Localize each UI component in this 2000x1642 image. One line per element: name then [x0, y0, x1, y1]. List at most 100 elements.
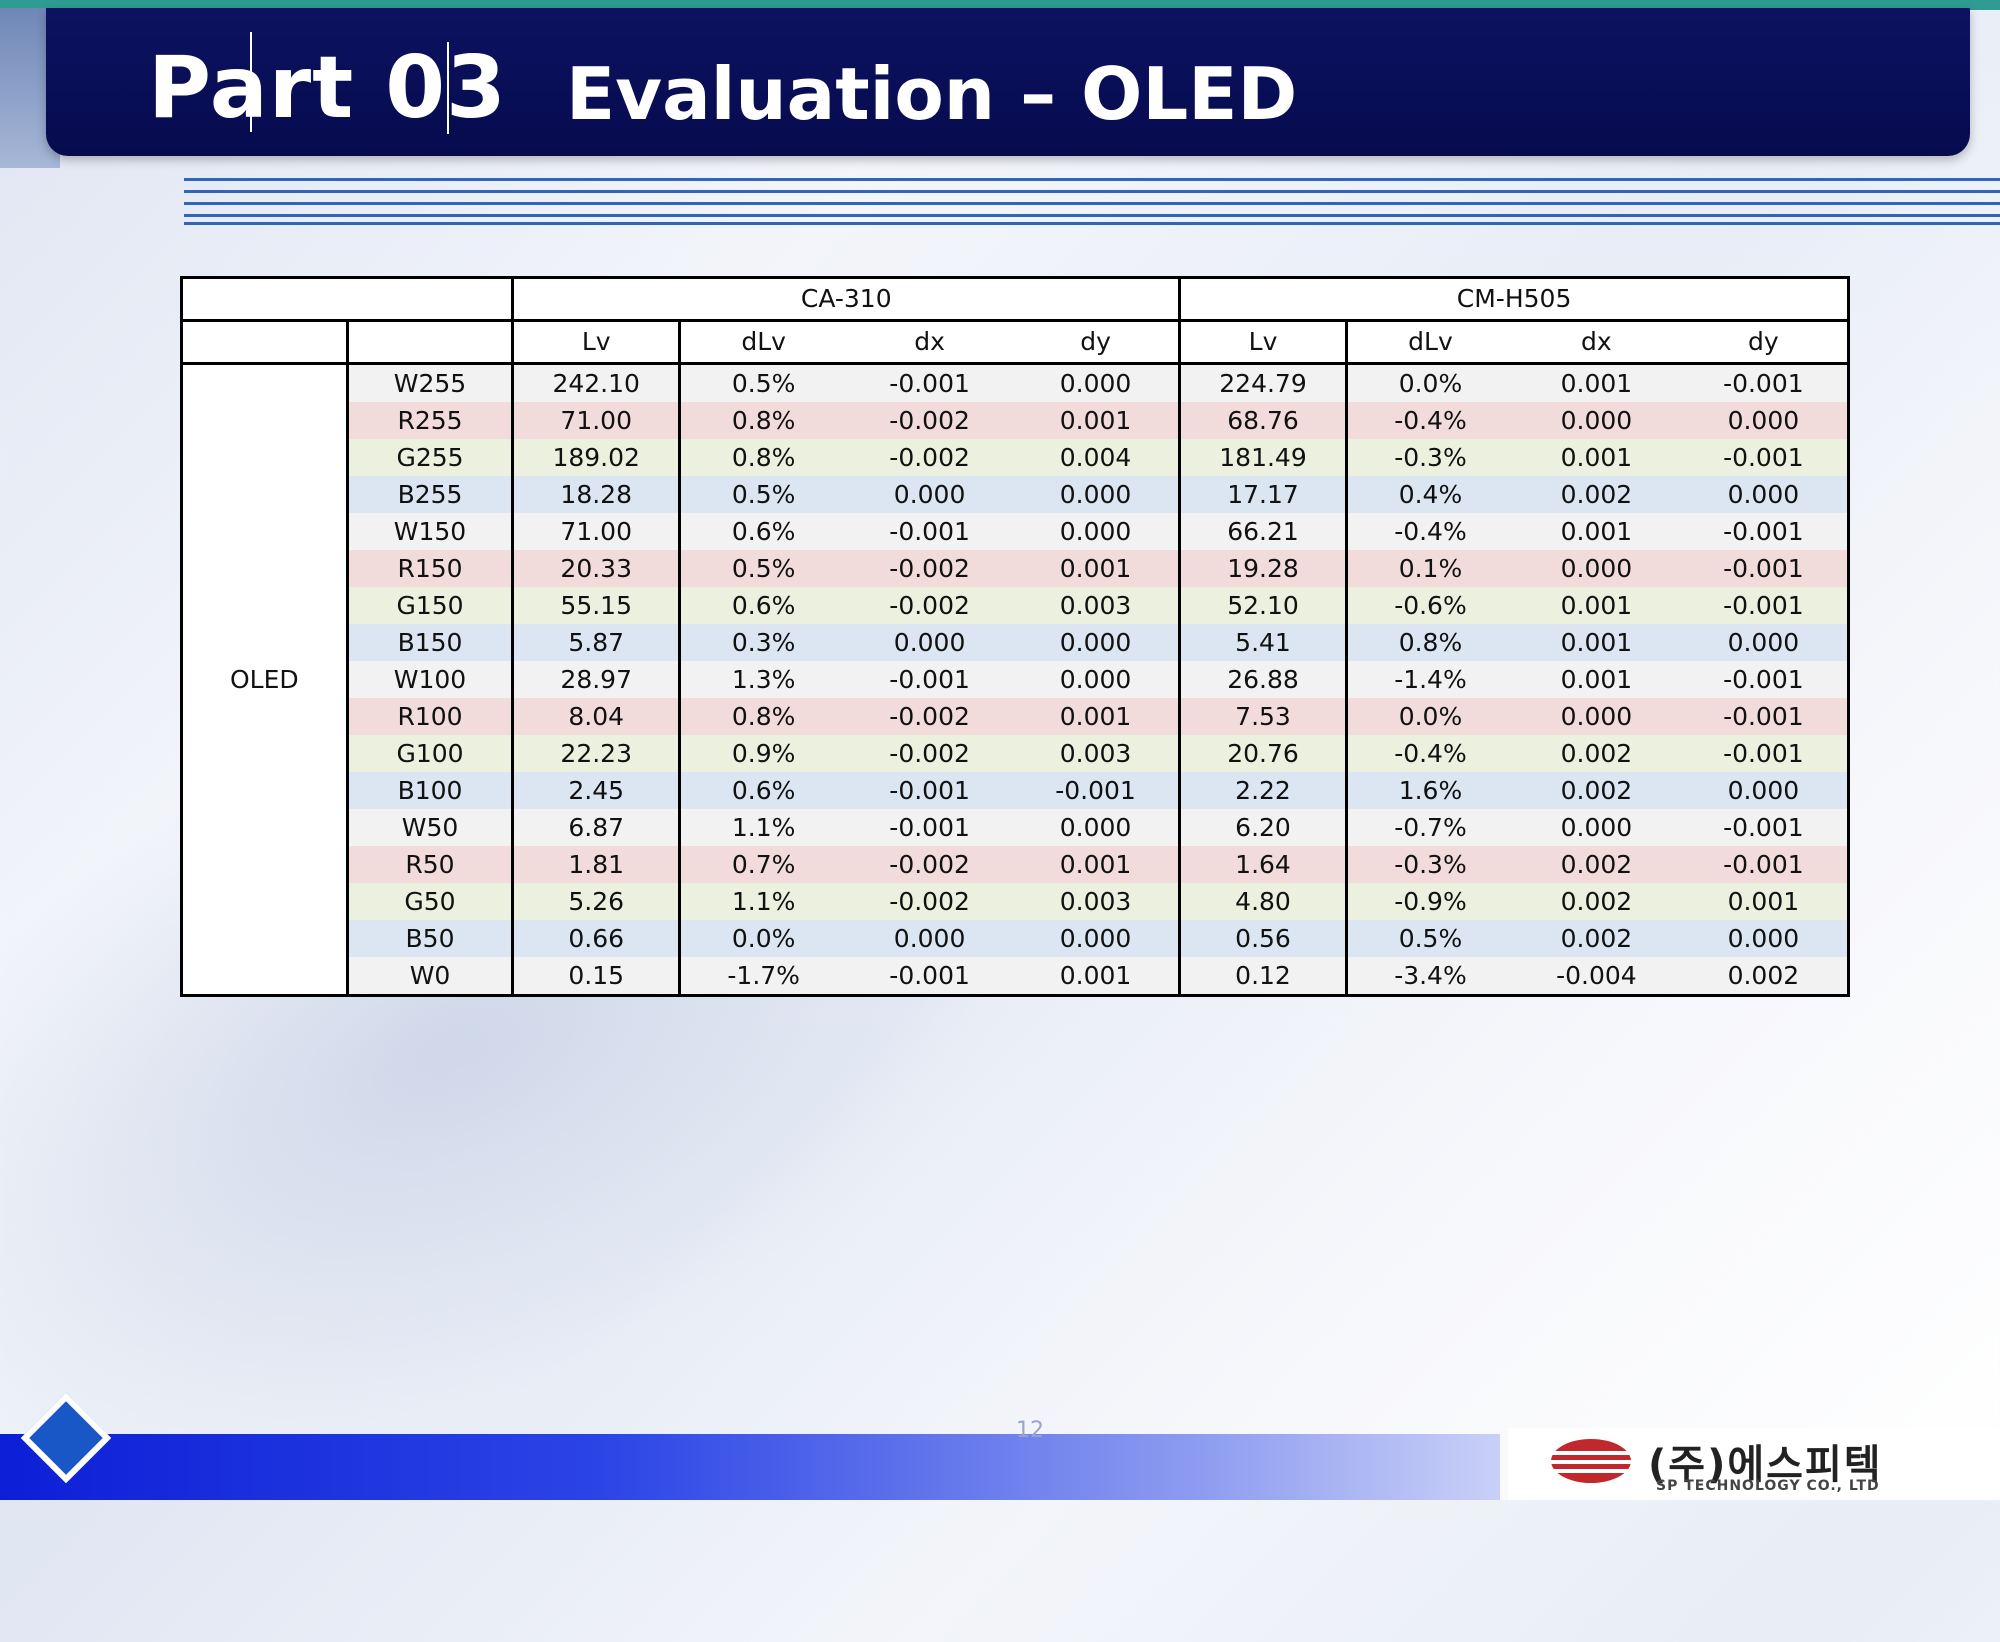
table-cell: 0.8% — [679, 698, 847, 735]
table-cell: 2.22 — [1179, 772, 1348, 809]
table-cell: 0.000 — [1679, 772, 1850, 809]
table-cell: 0.15 — [512, 957, 682, 997]
table-cell: 0.000 — [846, 920, 1013, 957]
table-cell: 0.000 — [1012, 809, 1182, 846]
table-cell: 28.97 — [512, 661, 682, 698]
table-cell: 0.000 — [846, 476, 1013, 513]
table-row: G150 55.15 0.6% -0.002 0.003 52.10 -0.6% 0.001-… — [182, 587, 1850, 624]
table-cell: 0.002 — [1513, 920, 1680, 957]
instrument-header-ca310: CA-310 — [512, 276, 1182, 322]
table-row: B50 0.66 0.0% 0.000 0.000 0.56 0.5% 0.002 0.000 — [182, 920, 1850, 957]
table-cell: 0.6% — [679, 772, 847, 809]
table-cell: -0.9% — [1346, 883, 1514, 920]
table-cell: 0.000 — [1012, 513, 1182, 550]
table-cell: -0.3% — [1346, 846, 1514, 883]
table-cell: 189.02 — [512, 439, 682, 476]
table-cell: 0.56 — [1179, 920, 1348, 957]
table-cell: -0.001 — [1012, 772, 1182, 809]
table-cell: 6.20 — [1179, 809, 1348, 846]
table-cell: -1.7% — [679, 957, 847, 997]
table-cell: -0.001 — [1679, 698, 1850, 735]
column-header: dLv — [679, 320, 847, 365]
text-cursor-mark — [250, 32, 252, 132]
table-cell: 5.26 — [512, 883, 682, 920]
table-cell: 0.000 — [1012, 363, 1182, 402]
table-cell: 6.87 — [512, 809, 682, 846]
table-cell: 0.001 — [1513, 439, 1680, 476]
column-header-row: Lv dLv dx dy Lv dLv dx dy — [180, 320, 1850, 365]
table-row: W150 71.00 0.6% -0.001 0.000 66.21 -0.4% 0.001-… — [182, 513, 1850, 550]
group-label-cell: OLED — [180, 363, 349, 997]
table-cell: 0.002 — [1513, 772, 1680, 809]
table-cell: -0.002 — [846, 846, 1013, 883]
table-cell: 0.001 — [1513, 587, 1680, 624]
table-row: R255 71.00 0.8% -0.002 0.001 68.76 -0.4% 0.000 0… — [182, 402, 1850, 439]
row-label: G255 — [347, 439, 515, 476]
table-cell: -0.001 — [1679, 735, 1850, 772]
table-cell: 0.8% — [679, 439, 847, 476]
table-cell: 0.7% — [679, 846, 847, 883]
table-row: W0 0.15 -1.7% -0.001 0.001 0.12 -3.4% -0.004 0.0… — [182, 957, 1850, 997]
table-cell: -0.001 — [1679, 513, 1850, 550]
table-cell: -0.001 — [1679, 809, 1850, 846]
table-cell: 0.9% — [679, 735, 847, 772]
row-label: R150 — [347, 550, 515, 587]
table-cell: 0.000 — [1012, 920, 1182, 957]
table-cell: 0.000 — [1012, 661, 1182, 698]
table-cell: -0.002 — [846, 587, 1013, 624]
table-cell: 0.004 — [1012, 439, 1182, 476]
table-cell: -0.004 — [1513, 957, 1680, 997]
header-rule-line — [184, 178, 2000, 181]
column-header: Lv — [1179, 320, 1348, 365]
table-cell: 0.002 — [1513, 735, 1680, 772]
table-cell: 0.001 — [1513, 513, 1680, 550]
table-cell: 0.000 — [1513, 698, 1680, 735]
table-cell: -0.001 — [846, 809, 1013, 846]
table-cell: 0.000 — [1513, 809, 1680, 846]
table-cell: 8.04 — [512, 698, 682, 735]
table-cell: -0.002 — [846, 698, 1013, 735]
table-cell: 0.003 — [1012, 883, 1182, 920]
table-cell: -0.002 — [846, 550, 1013, 587]
table-cell: 17.17 — [1179, 476, 1348, 513]
column-header: Lv — [512, 320, 682, 365]
row-label: W100 — [347, 661, 515, 698]
company-logo-icon — [1550, 1439, 1632, 1483]
table-row: B255 18.28 0.5% 0.000 0.000 17.17 0.4% 0.002 0.0… — [182, 476, 1850, 513]
text-cursor-mark — [447, 42, 449, 134]
table-cell: 0.000 — [846, 624, 1013, 661]
row-label: W255 — [347, 363, 515, 402]
table-row: R50 1.81 0.7% -0.002 0.001 1.64 -0.3% 0.002 -0.0… — [182, 846, 1850, 883]
table-cell: 0.5% — [679, 550, 847, 587]
table-cell: 1.1% — [679, 809, 847, 846]
table-row: G50 5.26 1.1% -0.002 0.003 4.80 -0.9% 0.002 0.00… — [182, 883, 1850, 920]
table-cell: 19.28 — [1179, 550, 1348, 587]
row-label: B255 — [347, 476, 515, 513]
table-cell: -0.001 — [846, 772, 1013, 809]
table-cell: 0.001 — [1513, 624, 1680, 661]
table-cell: 0.000 — [1012, 624, 1182, 661]
table-cell: 71.00 — [512, 402, 682, 439]
row-label: G150 — [347, 587, 515, 624]
table-cell: 5.41 — [1179, 624, 1348, 661]
table-cell: -0.002 — [846, 883, 1013, 920]
table-cell: -0.001 — [846, 363, 1013, 402]
table-cell: 71.00 — [512, 513, 682, 550]
top-accent-stripe — [0, 0, 2000, 10]
table-cell: 0.0% — [679, 920, 847, 957]
table-cell: 4.80 — [1179, 883, 1348, 920]
table-cell: 26.88 — [1179, 661, 1348, 698]
table-cell: -0.002 — [846, 735, 1013, 772]
part-label: Part 03 — [148, 38, 507, 138]
empty-header-cell — [180, 320, 349, 365]
table-cell: 0.1% — [1346, 550, 1514, 587]
company-subtitle: SP TECHNOLOGY CO., LTD — [1656, 1478, 1880, 1494]
table-cell: 55.15 — [512, 587, 682, 624]
table-cell: -0.001 — [1679, 846, 1850, 883]
table-cell: -1.4% — [1346, 661, 1514, 698]
table-cell: 0.001 — [1012, 957, 1182, 997]
table-cell: 1.64 — [1179, 846, 1348, 883]
table-cell: 0.003 — [1012, 587, 1182, 624]
table-cell: 0.0% — [1346, 698, 1514, 735]
page-title: Evaluation – OLED — [566, 52, 1298, 136]
